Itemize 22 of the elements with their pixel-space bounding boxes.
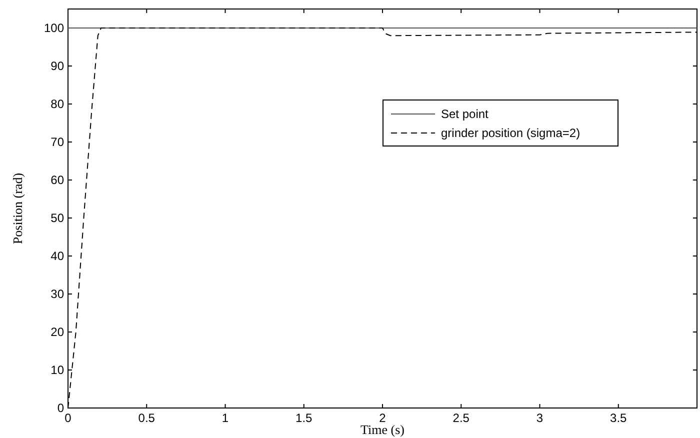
- x-tick-label: 3.5: [610, 411, 628, 425]
- y-tick-label: 40: [50, 249, 64, 263]
- x-axis-title: Time (s): [360, 422, 404, 437]
- y-tick-label: 20: [50, 325, 64, 339]
- x-tick-label: 2.5: [452, 411, 470, 425]
- y-tick-label: 60: [50, 173, 64, 187]
- x-tick-label: 1: [222, 411, 229, 425]
- y-tick-label: 90: [50, 59, 64, 73]
- y-tick-label: 80: [50, 97, 64, 111]
- x-tick-label: 0.5: [138, 411, 156, 425]
- y-axis-title: Position (rad): [10, 172, 25, 244]
- y-tick-label: 100: [44, 21, 64, 35]
- legend-label: Set point: [441, 107, 490, 121]
- y-tick-label: 10: [50, 363, 64, 377]
- y-tick-label: 70: [50, 135, 64, 149]
- x-tick-label: 2: [379, 411, 386, 425]
- y-tick-label: 30: [50, 287, 64, 301]
- x-tick-label: 1.5: [296, 411, 313, 425]
- y-tick-label: 0: [57, 401, 64, 415]
- legend-label: grinder position (sigma=2): [441, 126, 580, 140]
- y-tick-label: 50: [50, 211, 64, 225]
- x-tick-label: 3: [536, 411, 544, 425]
